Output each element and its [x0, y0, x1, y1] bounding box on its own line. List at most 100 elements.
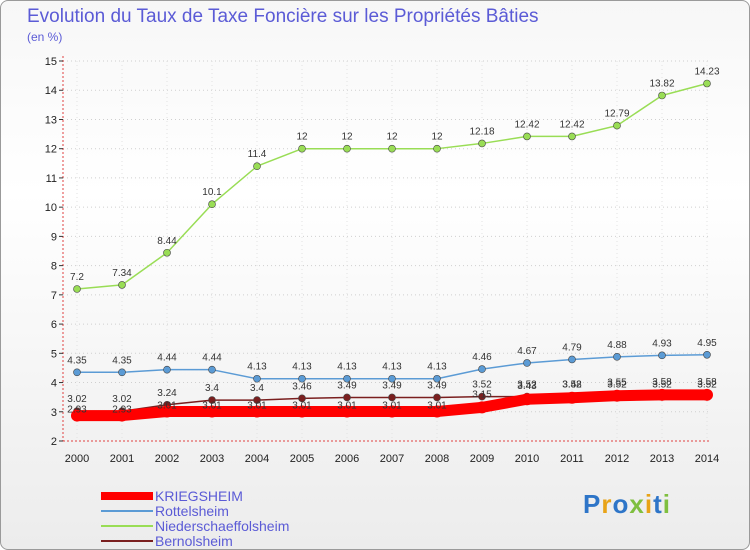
data-label-bernolsheim-2012: 3.52 [607, 380, 627, 391]
point-rottelsheim-2001 [118, 368, 126, 377]
legend-label-bernolsheim: Bernolsheim [155, 533, 233, 549]
point-rottelsheim-2014 [703, 350, 711, 359]
point-rottelsheim-2002 [163, 365, 171, 374]
point-rottelsheim-2011 [568, 355, 576, 364]
point-kriegsheim-2003 [206, 405, 218, 418]
data-label-niederschaeffolsheim-2007: 12 [386, 132, 398, 143]
data-label-niederschaeffolsheim-2011: 12.42 [559, 119, 584, 130]
y-tick-label-10: 10 [45, 202, 57, 214]
point-rottelsheim-2004 [253, 374, 261, 383]
point-kriegsheim-2014 [701, 388, 713, 401]
x-tick-label-2002: 2002 [155, 453, 179, 465]
data-label-niederschaeffolsheim-2004: 11.4 [248, 149, 267, 160]
point-kriegsheim-2002 [161, 405, 173, 418]
data-label-niederschaeffolsheim-2008: 12 [431, 132, 443, 143]
point-bernolsheim-2007 [388, 393, 396, 402]
data-label-bernolsheim-2011: 3.52 [562, 380, 582, 391]
data-label-rottelsheim-2000: 4.35 [67, 355, 87, 366]
data-label-niederschaeffolsheim-2005: 12 [296, 132, 308, 143]
point-niederschaeffolsheim-2000 [73, 285, 81, 293]
legend-label-niederschaeffolsheim: Niederschaeffolsheim [155, 518, 290, 534]
y-tick-label-5: 5 [51, 348, 57, 360]
y-tick-label-8: 8 [51, 261, 57, 273]
point-niederschaeffolsheim-2014 [703, 79, 711, 88]
data-label-niederschaeffolsheim-2003: 10.1 [202, 187, 222, 198]
data-label-bernolsheim-2000: 3.02 [67, 394, 87, 405]
data-label-niederschaeffolsheim-2014: 14.23 [694, 67, 719, 78]
point-rottelsheim-2010 [523, 359, 531, 367]
legend-swatch-bernolsheim [101, 540, 153, 542]
y-tick-label-13: 13 [45, 114, 57, 126]
point-niederschaeffolsheim-2006 [343, 144, 351, 153]
y-tick-label-2: 2 [51, 436, 57, 448]
point-kriegsheim-2013 [656, 388, 668, 401]
point-rottelsheim-2006 [343, 374, 351, 383]
data-label-rottelsheim-2014: 4.95 [697, 338, 717, 349]
data-label-niederschaeffolsheim-2012: 12.79 [604, 109, 629, 120]
y-tick-label-12: 12 [45, 144, 57, 156]
point-kriegsheim-2008 [431, 405, 443, 418]
data-label-kriegsheim-2004: 3.01 [247, 400, 267, 411]
point-rottelsheim-2007 [388, 374, 396, 383]
point-niederschaeffolsheim-2002 [163, 248, 171, 257]
data-label-bernolsheim-2005: 3.46 [292, 381, 312, 392]
x-tick-label-2006: 2006 [335, 453, 359, 465]
data-label-kriegsheim-2007: 3.01 [382, 400, 402, 411]
y-tick-label-15: 15 [45, 56, 57, 68]
data-label-bernolsheim-2004: 3.4 [250, 383, 264, 394]
point-niederschaeffolsheim-2008 [433, 144, 441, 153]
point-rottelsheim-2012 [613, 353, 621, 361]
data-label-niederschaeffolsheim-2000: 7.2 [70, 272, 84, 283]
point-kriegsheim-2004 [251, 405, 263, 418]
data-label-kriegsheim-2002: 3.01 [157, 400, 177, 411]
point-kriegsheim-2000 [71, 409, 83, 422]
point-rottelsheim-2009 [478, 365, 486, 373]
data-label-niederschaeffolsheim-2009: 12.18 [469, 126, 494, 137]
data-label-kriegsheim-2011: 3.48 [562, 380, 582, 391]
data-label-kriegsheim-2012: 3.55 [607, 378, 627, 389]
data-label-bernolsheim-2008: 3.49 [427, 380, 447, 391]
point-rottelsheim-2003 [208, 365, 216, 374]
point-kriegsheim-2006 [341, 405, 353, 418]
y-tick-label-4: 4 [51, 378, 57, 390]
x-tick-label-2014: 2014 [695, 453, 719, 465]
data-label-rottelsheim-2001: 4.35 [112, 355, 132, 366]
point-kriegsheim-2009 [476, 401, 488, 414]
point-bernolsheim-2008 [433, 393, 441, 402]
x-tick-label-2008: 2008 [425, 453, 449, 465]
point-niederschaeffolsheim-2012 [613, 121, 621, 130]
data-label-rottelsheim-2006: 4.13 [337, 362, 357, 373]
data-label-niederschaeffolsheim-2001: 7.34 [112, 268, 132, 279]
x-tick-label-2004: 2004 [245, 453, 269, 465]
point-niederschaeffolsheim-2010 [523, 132, 531, 141]
point-bernolsheim-2009 [478, 392, 486, 401]
data-label-kriegsheim-2006: 3.01 [337, 400, 357, 411]
legend-swatch-kriegsheim [101, 492, 153, 500]
point-rottelsheim-2008 [433, 374, 441, 383]
y-tick-label-11: 11 [46, 173, 57, 185]
data-label-rottelsheim-2008: 4.13 [427, 362, 447, 373]
x-tick-label-2003: 2003 [200, 453, 224, 465]
x-tick-label-2000: 2000 [65, 453, 89, 465]
x-tick-label-2011: 2011 [560, 453, 584, 465]
data-label-bernolsheim-2010: 3.52 [517, 380, 537, 391]
data-label-niederschaeffolsheim-2010: 12.42 [514, 119, 539, 130]
y-tick-label-6: 6 [51, 319, 57, 331]
data-label-rottelsheim-2011: 4.79 [562, 342, 582, 353]
point-niederschaeffolsheim-2009 [478, 139, 486, 148]
data-label-kriegsheim-2003: 3.01 [202, 400, 222, 411]
x-tick-label-2001: 2001 [110, 453, 134, 465]
chart-subtitle: (en %) [27, 30, 63, 44]
data-label-bernolsheim-2003: 3.4 [205, 383, 219, 394]
point-niederschaeffolsheim-2004 [253, 162, 261, 171]
point-kriegsheim-2012 [611, 389, 623, 402]
data-label-bernolsheim-2013: 3.52 [652, 380, 672, 391]
point-bernolsheim-2003 [208, 396, 216, 404]
data-label-bernolsheim-2006: 3.49 [337, 380, 357, 391]
data-label-bernolsheim-2001: 3.02 [112, 394, 132, 405]
data-label-rottelsheim-2009: 4.46 [472, 352, 492, 363]
point-rottelsheim-2000 [73, 368, 81, 377]
data-label-kriegsheim-2013: 3.58 [652, 377, 672, 388]
proxiti-logo: Proxiti [583, 489, 671, 519]
